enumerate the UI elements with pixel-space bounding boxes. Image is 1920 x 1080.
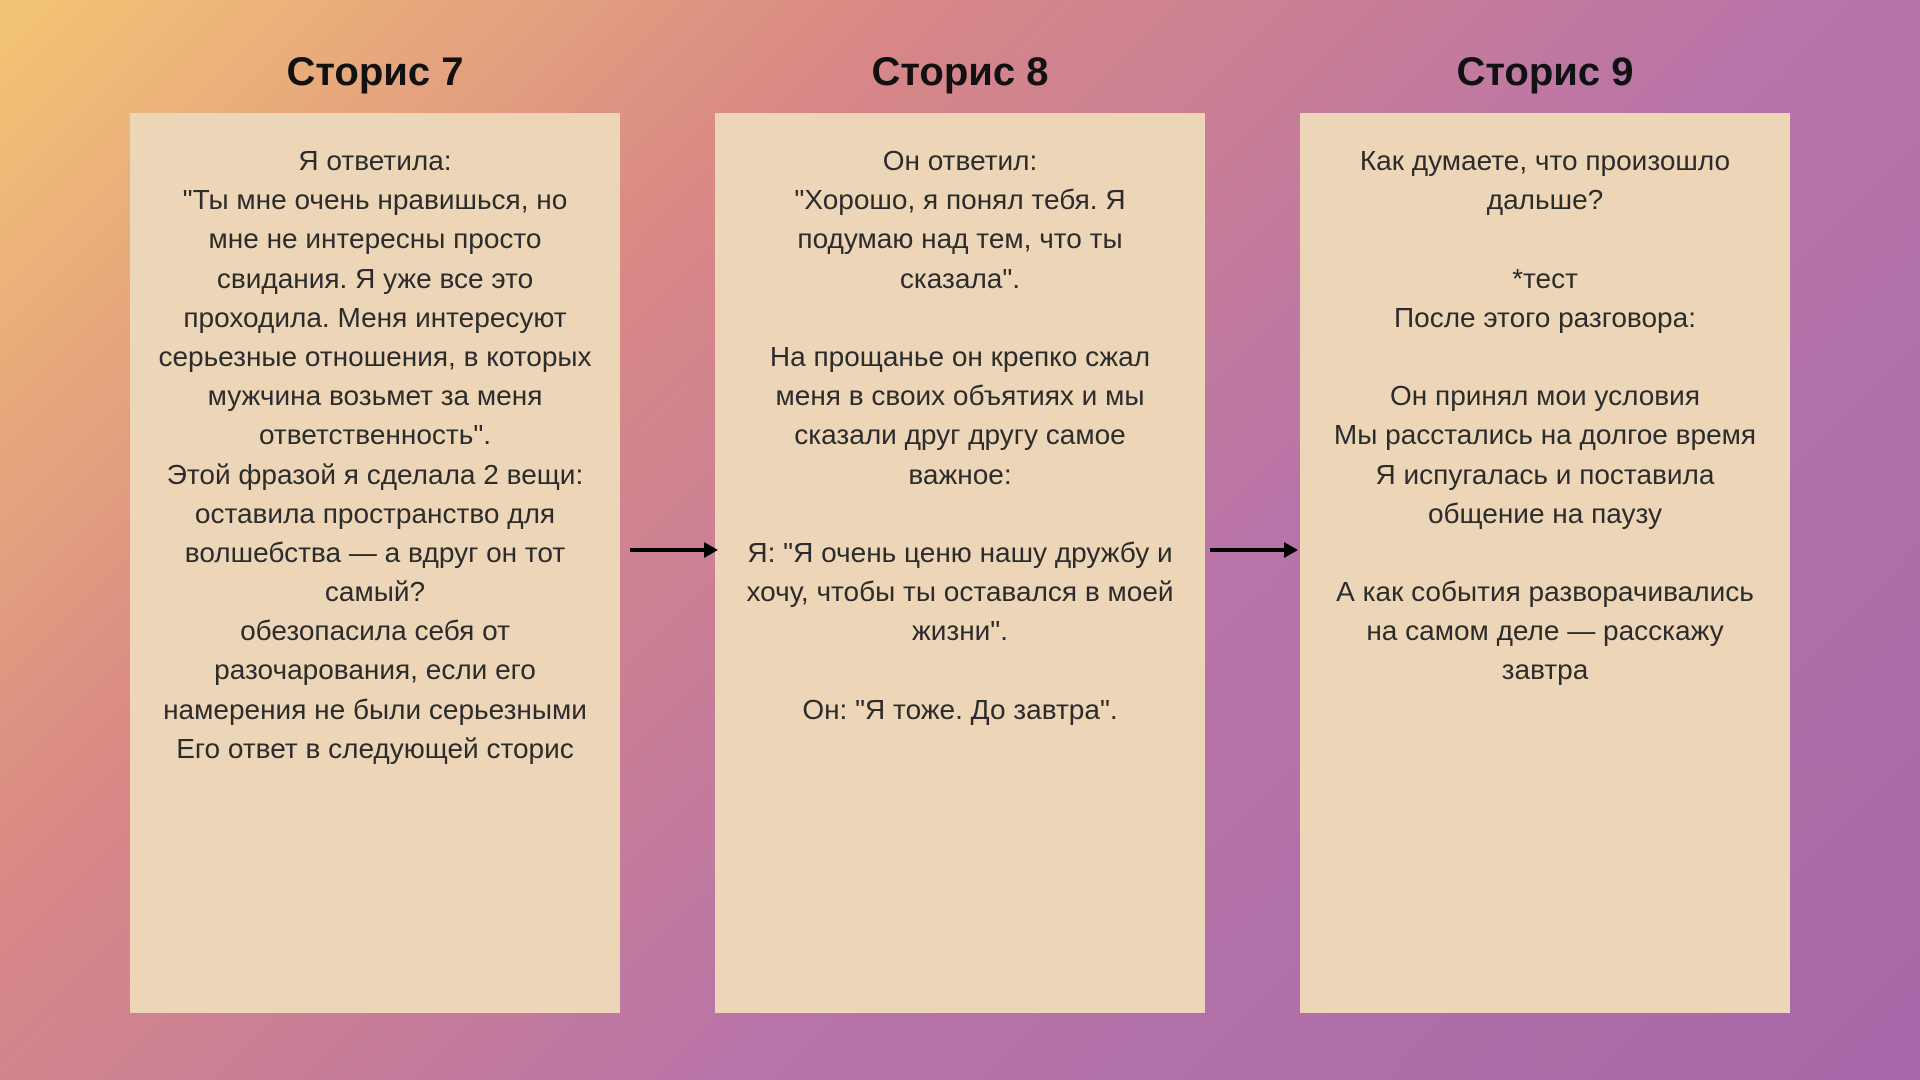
arrow-right-icon xyxy=(630,540,718,560)
story-card-9: Сторис 9 Как думаете, что произошло даль… xyxy=(1300,50,1790,1013)
story-body-box: Он ответил: "Хорошо, я понял тебя. Я под… xyxy=(715,113,1205,1013)
story-title: Сторис 7 xyxy=(286,50,463,95)
story-body-box: Я ответила: "Ты мне очень нравишься, но … xyxy=(130,113,620,1013)
arrow-right-icon xyxy=(1210,540,1298,560)
story-body-text: Как думаете, что произошло дальше? *тест… xyxy=(1328,141,1762,690)
story-body-text: Я ответила: "Ты мне очень нравишься, но … xyxy=(158,141,592,768)
slide-container: Сторис 7 Я ответила: "Ты мне очень нрави… xyxy=(0,0,1920,1080)
story-card-7: Сторис 7 Я ответила: "Ты мне очень нрави… xyxy=(130,50,620,1013)
story-body-text: Он ответил: "Хорошо, я понял тебя. Я под… xyxy=(743,141,1177,729)
story-body-box: Как думаете, что произошло дальше? *тест… xyxy=(1300,113,1790,1013)
story-title: Сторис 8 xyxy=(871,50,1048,95)
story-title: Сторис 9 xyxy=(1456,50,1633,95)
story-card-8: Сторис 8 Он ответил: "Хорошо, я понял те… xyxy=(715,50,1205,1013)
